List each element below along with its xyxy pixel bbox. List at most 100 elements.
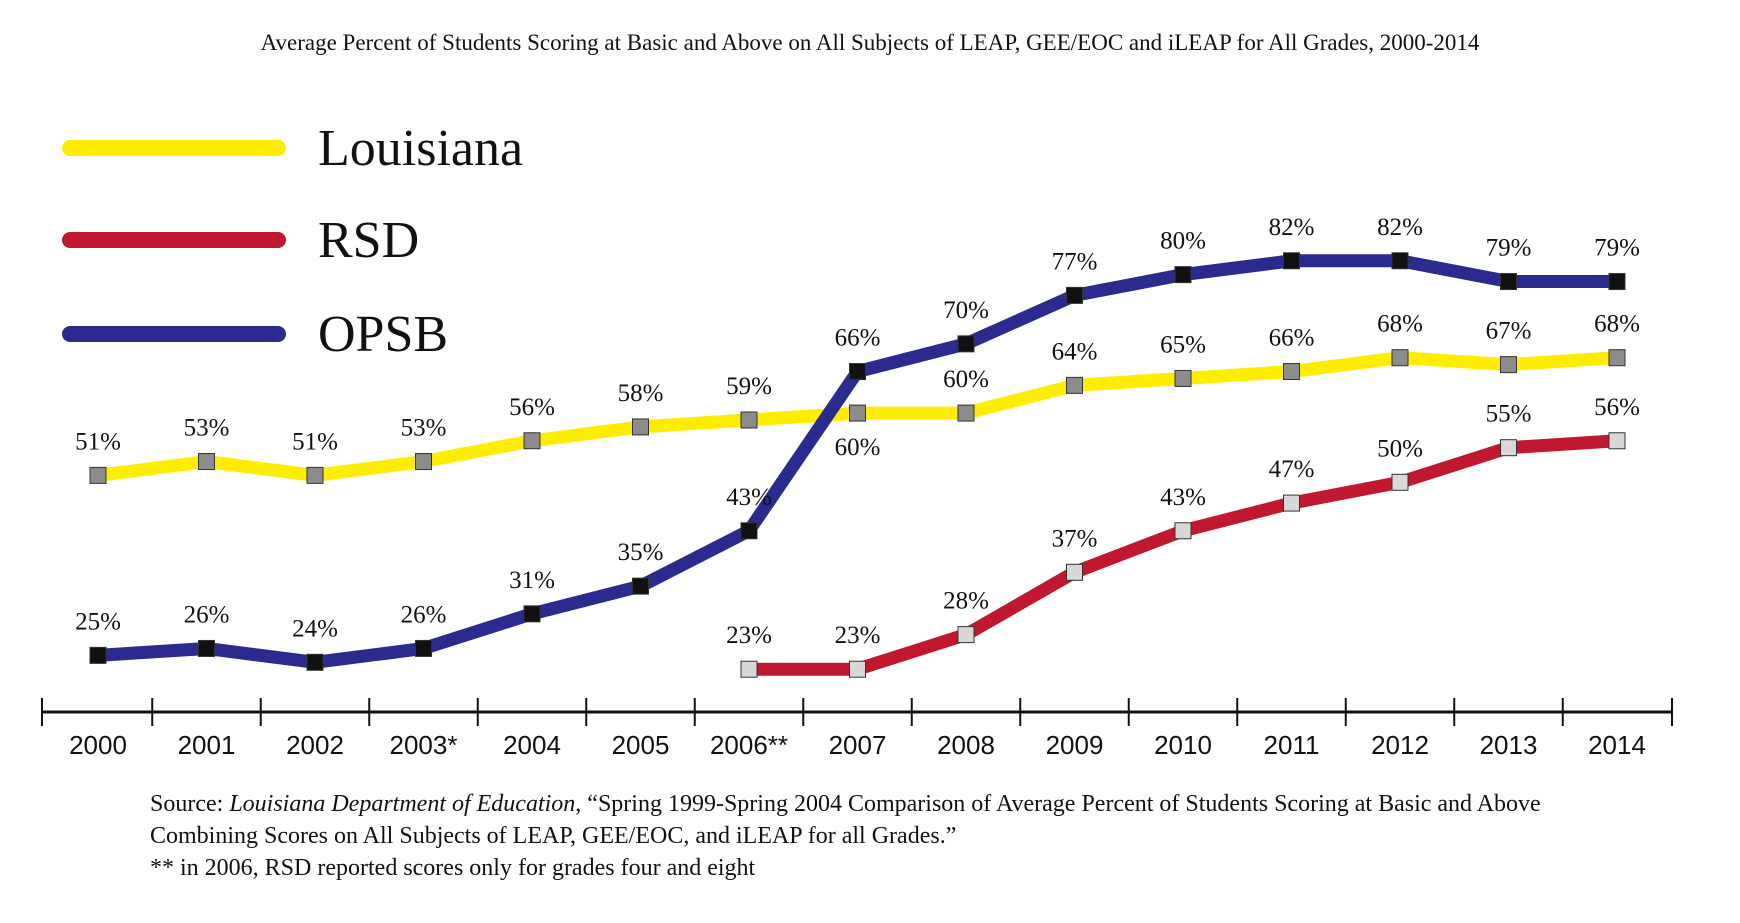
source-prefix: Source: <box>150 791 230 817</box>
opsb-marker-2003 <box>415 639 432 657</box>
data-labels: 51% 53% 51% 53% 56% 58% 59% 60% 60% 64% 65% 66% 68% 6… <box>75 214 1640 649</box>
rsd-label-2014: 56% <box>1594 394 1640 421</box>
rsd-marker-2009 <box>1066 563 1083 581</box>
rsd-marker-2012 <box>1391 473 1409 491</box>
rsd-marker-2011 <box>1283 494 1300 512</box>
opsb-marker-2002 <box>306 653 324 671</box>
opsb-marker-2000 <box>89 646 107 664</box>
rsd-label-2010: 43% <box>1160 484 1206 511</box>
x-tick-label-2011: 2011 <box>1264 730 1320 760</box>
louisiana-label-2002: 51% <box>292 428 338 455</box>
louisiana-marker-2014 <box>1608 349 1626 367</box>
opsb-label-2006: 43% <box>726 484 772 511</box>
louisiana-marker-2005 <box>632 418 649 436</box>
rsd-marker-2010 <box>1174 522 1192 540</box>
louisiana-marker-2013 <box>1500 356 1517 374</box>
rsd-label-2013: 55% <box>1486 401 1532 428</box>
x-tick-label-2000: 2000 <box>69 730 127 760</box>
opsb-label-2010: 80% <box>1160 228 1206 255</box>
opsb-label-2008: 70% <box>943 297 989 324</box>
rsd-marker-2007 <box>849 660 866 678</box>
opsb-label-2012: 82% <box>1377 214 1423 241</box>
x-tick-label-2014: 2014 <box>1588 730 1646 760</box>
louisiana-label-2004: 56% <box>509 394 555 421</box>
x-tick-label-2005: 2005 <box>612 730 670 760</box>
louisiana-label-2005: 58% <box>618 380 664 407</box>
x-tick-label-2007: 2007 <box>829 730 887 760</box>
x-tick-label-2001: 2001 <box>178 730 236 760</box>
opsb-marker-2008 <box>957 335 975 353</box>
source-footnote: ** in 2006, RSD reported scores only for… <box>150 855 756 881</box>
opsb-label-2005: 35% <box>618 539 664 566</box>
x-tick-label-2010: 2010 <box>1154 730 1212 760</box>
rsd-marker-2013 <box>1500 439 1517 457</box>
opsb-label-2011: 82% <box>1269 214 1315 241</box>
opsb-marker-2012 <box>1391 252 1409 270</box>
louisiana-marker-2011 <box>1283 363 1300 381</box>
louisiana-label-2009: 64% <box>1052 338 1098 365</box>
rsd-label-2011: 47% <box>1269 456 1315 483</box>
series-markers <box>89 252 1626 678</box>
source-text: , “Spring 1999-Spring 2004 Comparison of… <box>150 791 1541 849</box>
louisiana-label-2003: 53% <box>401 415 447 442</box>
louisiana-label-2010: 65% <box>1160 331 1206 358</box>
louisiana-marker-2007 <box>849 404 866 422</box>
louisiana-marker-2012 <box>1391 349 1409 367</box>
louisiana-marker-2000 <box>89 466 107 484</box>
louisiana-marker-2006 <box>740 411 758 429</box>
louisiana-marker-2008 <box>957 404 975 422</box>
legend: Louisiana RSD OPSB <box>62 120 523 363</box>
opsb-marker-2010 <box>1174 266 1192 284</box>
opsb-marker-2001 <box>198 639 215 657</box>
opsb-label-2014: 79% <box>1594 235 1640 262</box>
rsd-label-2007: 23% <box>835 622 881 649</box>
legend-label-opsb: OPSB <box>318 306 448 363</box>
x-tick-label-2003: 2003* <box>390 730 458 760</box>
louisiana-label-2014: 68% <box>1594 311 1640 338</box>
louisiana-marker-2001 <box>198 453 215 471</box>
louisiana-label-2008: 60% <box>943 366 989 393</box>
rsd-marker-2008 <box>957 626 975 644</box>
rsd-marker-2006 <box>740 660 758 678</box>
opsb-marker-2011 <box>1283 252 1300 270</box>
opsb-label-2003: 26% <box>401 601 447 628</box>
source-note: Source: Louisiana Department of Educatio… <box>150 788 1650 884</box>
rsd-label-2012: 50% <box>1377 435 1423 462</box>
x-tick-label-2009: 2009 <box>1046 730 1104 760</box>
louisiana-label-2011: 66% <box>1269 325 1315 352</box>
x-tick-label-2012: 2012 <box>1371 730 1429 760</box>
opsb-label-2000: 25% <box>75 608 121 635</box>
louisiana-marker-2009 <box>1066 376 1083 394</box>
opsb-label-2004: 31% <box>509 567 555 594</box>
opsb-marker-2004 <box>523 605 541 623</box>
opsb-marker-2009 <box>1066 286 1083 304</box>
rsd-label-2006: 23% <box>726 622 772 649</box>
louisiana-label-2006: 59% <box>726 373 772 400</box>
x-axis: 2000 2001 2002 2003* 2004 2005 2006** 2007 2008 2… <box>41 698 1673 760</box>
source-publisher: Louisiana Department of Education <box>229 791 576 817</box>
x-tick-label-2004: 2004 <box>503 730 561 760</box>
x-tick-label-2013: 2013 <box>1480 730 1538 760</box>
louisiana-label-2012: 68% <box>1377 311 1423 338</box>
louisiana-marker-2004 <box>523 432 541 450</box>
opsb-label-2013: 79% <box>1486 235 1532 262</box>
opsb-label-2001: 26% <box>184 601 230 628</box>
x-tick-label-2002: 2002 <box>286 730 344 760</box>
opsb-marker-2006 <box>740 522 758 540</box>
louisiana-marker-2010 <box>1174 369 1192 387</box>
louisiana-marker-2003 <box>415 453 432 471</box>
legend-label-rsd: RSD <box>318 212 419 269</box>
louisiana-label-2000: 51% <box>75 428 121 455</box>
louisiana-label-2013: 67% <box>1486 318 1532 345</box>
opsb-label-2009: 77% <box>1052 248 1098 275</box>
rsd-label-2009: 37% <box>1052 525 1098 552</box>
louisiana-label-2001: 53% <box>184 415 230 442</box>
opsb-marker-2007 <box>849 363 866 381</box>
opsb-label-2002: 24% <box>292 615 338 642</box>
opsb-marker-2005 <box>632 577 649 595</box>
rsd-label-2008: 28% <box>943 588 989 615</box>
louisiana-label-2007: 60% <box>835 434 881 461</box>
x-tick-label-2008: 2008 <box>937 730 995 760</box>
louisiana-marker-2002 <box>306 466 324 484</box>
